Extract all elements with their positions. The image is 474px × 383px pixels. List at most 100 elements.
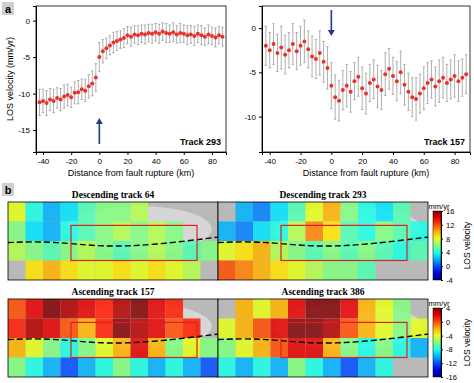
data-point (279, 46, 283, 50)
error-cap (140, 42, 142, 43)
error-cap (299, 65, 301, 66)
error-cap (77, 80, 79, 81)
velocity-cell (323, 338, 341, 358)
data-point (108, 43, 112, 47)
velocity-cell (61, 202, 79, 222)
error-cap (74, 81, 76, 82)
velocity-cell (288, 299, 306, 319)
velocity-cell (253, 202, 271, 222)
error-cap (311, 36, 313, 37)
error-cap (380, 109, 382, 110)
data-point (52, 99, 56, 103)
tick-mark (33, 94, 36, 95)
velocity-cell (201, 358, 219, 378)
velocity-cell (61, 299, 79, 319)
plot-frame (262, 6, 470, 152)
velocity-cell (306, 222, 324, 242)
tick-mark (455, 152, 456, 155)
error-cap (133, 43, 135, 44)
error-cap (426, 62, 428, 63)
error-cap (172, 22, 174, 23)
tick: -15 (18, 126, 36, 135)
velocity-cell (376, 338, 394, 358)
error-cap (269, 67, 271, 68)
error-cap (384, 52, 386, 53)
data-point (66, 93, 70, 97)
data-point (341, 88, 345, 92)
velocity-cell (323, 319, 341, 339)
velocity-cell (253, 319, 271, 339)
error-cap (193, 45, 195, 46)
data-point (171, 30, 175, 34)
tick-mark (441, 225, 443, 226)
velocity-cell (288, 319, 306, 339)
data-point (283, 53, 287, 57)
velocity-cell (201, 241, 219, 261)
tick-label: 12 (446, 221, 454, 230)
tick-mark (441, 280, 443, 281)
velocity-cell (26, 261, 44, 281)
tick: -12 (441, 359, 457, 368)
velocity-cell (26, 338, 44, 358)
error-cap (126, 43, 128, 44)
velocity-cell (271, 261, 289, 281)
data-point (213, 35, 217, 39)
error-cap (438, 59, 440, 60)
velocity-cell (393, 222, 411, 242)
data-point (185, 33, 189, 37)
velocity-cell (288, 261, 306, 281)
velocity-cell (341, 222, 359, 242)
error-cap (434, 67, 436, 68)
error-cap (176, 25, 178, 26)
velocity-cell (236, 261, 254, 281)
velocity-cell (411, 241, 429, 261)
error-cap (376, 107, 378, 108)
error-cap (91, 70, 93, 71)
data-point (87, 84, 91, 88)
error-cap (119, 48, 121, 49)
tick-label: 0 (330, 157, 335, 166)
velocity-cell (96, 358, 114, 378)
error-cap (411, 116, 413, 117)
velocity-cell (166, 299, 184, 319)
velocity-cell (166, 222, 184, 242)
velocity-cell (376, 299, 394, 319)
tick-mark (301, 152, 302, 155)
velocity-cell (131, 202, 149, 222)
error-cap (369, 101, 371, 102)
data-point (314, 57, 318, 61)
velocity-cell (166, 241, 184, 261)
study-box (281, 322, 407, 357)
data-point (453, 74, 457, 78)
error-cap (109, 35, 111, 36)
velocity-cell (341, 261, 359, 281)
error-cap (288, 32, 290, 33)
velocity-cell (323, 299, 341, 319)
tick-mark (33, 57, 36, 58)
error-cap (407, 110, 409, 111)
velocity-cell (358, 222, 376, 242)
data-point (333, 95, 337, 99)
error-cap (365, 113, 367, 114)
axis-line (37, 153, 227, 156)
panel-label-box (2, 2, 14, 15)
arrow-head (96, 118, 103, 124)
velocity-cell (393, 319, 411, 339)
error-cap (197, 42, 199, 43)
data-point (329, 84, 333, 88)
error-cap (442, 57, 444, 58)
error-cap (112, 32, 114, 33)
velocity-cell (323, 241, 341, 261)
error-cap (154, 41, 156, 42)
error-cap (165, 23, 167, 24)
terrain-background (8, 202, 218, 280)
error-cap (342, 109, 344, 110)
data-point (136, 33, 140, 37)
terrain-background (8, 299, 218, 377)
tick: 20 (124, 152, 133, 166)
error-cap (269, 32, 271, 33)
velocity-cell (96, 319, 114, 339)
error-cap (442, 98, 444, 99)
error-cap (154, 23, 156, 24)
error-cap (346, 106, 348, 107)
